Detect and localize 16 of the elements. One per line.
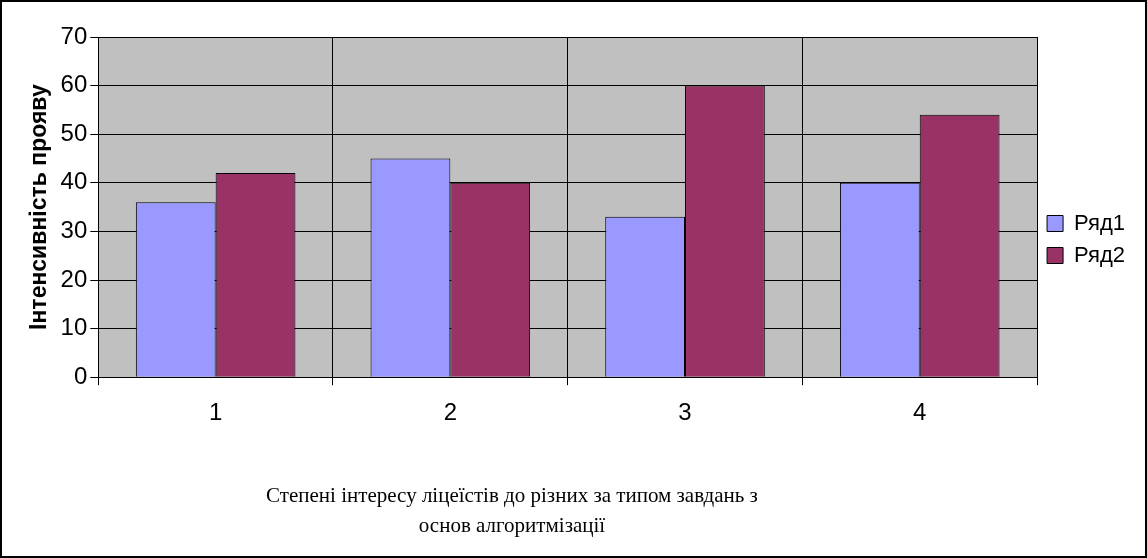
x-tick-label: 3: [678, 398, 692, 426]
y-tick-label: 30: [60, 216, 88, 244]
x-tick-label: 2: [443, 398, 458, 426]
x-tick-label: 1: [208, 398, 223, 426]
legend-label: Ряд2: [1074, 241, 1126, 267]
y-tick-label: 20: [60, 264, 88, 292]
legend-label: Ряд1: [1074, 209, 1126, 235]
y-tick-label: 60: [60, 70, 88, 98]
y-tick-label: 50: [60, 118, 88, 146]
y-tick-label: 0: [73, 361, 88, 389]
y-tick-label: 40: [60, 167, 88, 195]
x-axis-title: Степені інтересу ліцеїстів до різних за типом завдань з основ алгоритмізації: [265, 482, 759, 539]
y-tick-label: 10: [60, 313, 88, 341]
y-tick-label: 70: [60, 21, 88, 49]
y-axis-title: Інтенсивність прояву: [25, 84, 52, 330]
x-tick-label: 4: [913, 398, 927, 426]
